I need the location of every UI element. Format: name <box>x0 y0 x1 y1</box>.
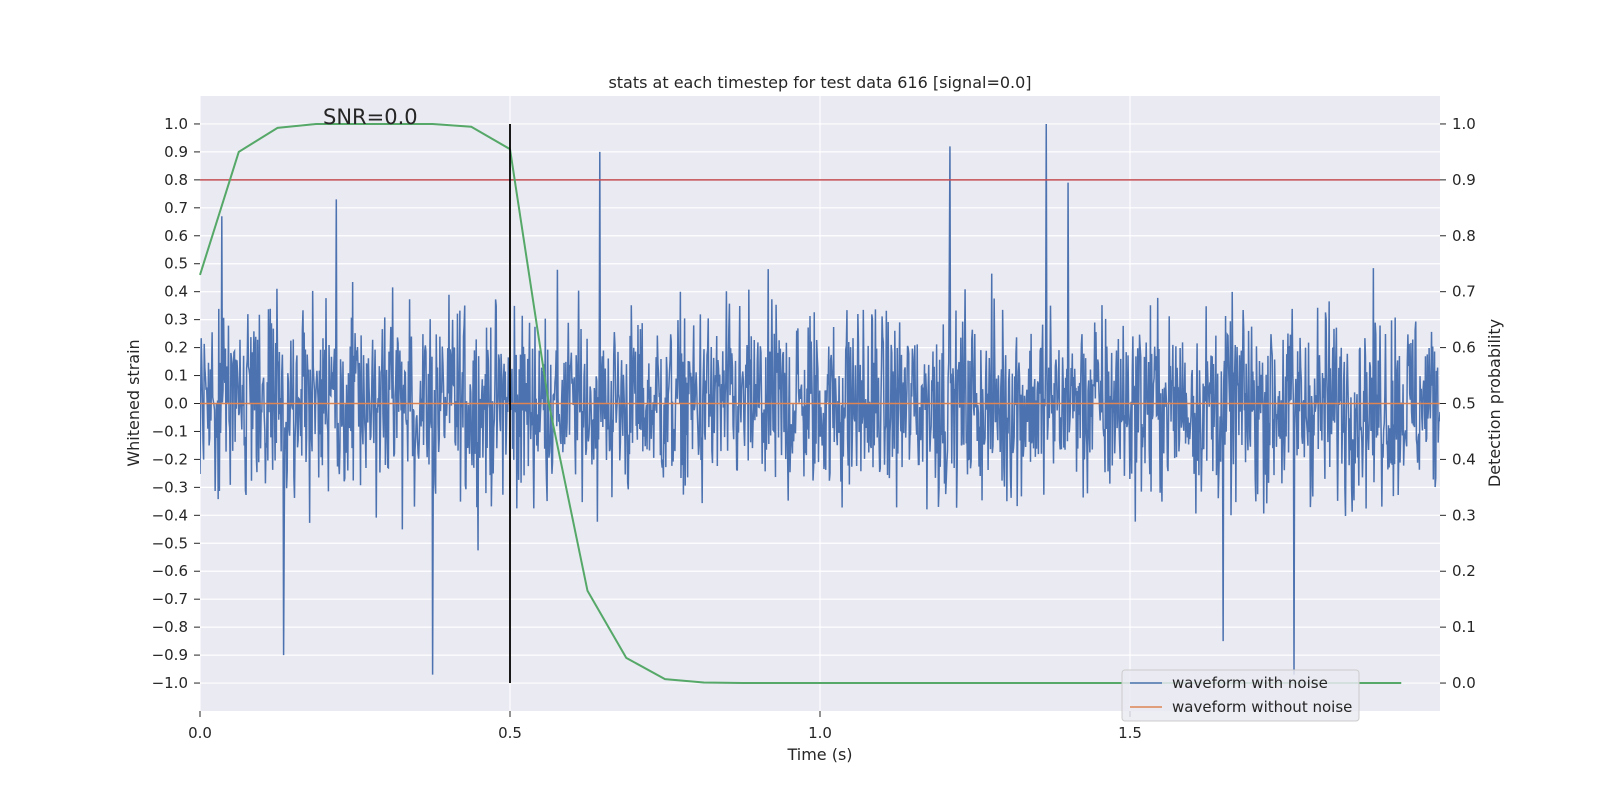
y-tick-label: 0.5 <box>164 255 188 273</box>
y-tick-label: 0.0 <box>164 395 188 413</box>
y-tick-label: 0.7 <box>164 199 188 217</box>
y-tick-label: 0.1 <box>164 367 188 385</box>
x-axis-label: Time (s) <box>786 745 852 764</box>
y-tick-label: −0.7 <box>152 590 188 608</box>
y2-tick-label: 0.8 <box>1452 227 1476 245</box>
y-tick-label: 0.2 <box>164 339 188 357</box>
y2-tick-label: 0.4 <box>1452 450 1476 468</box>
legend-label-with-noise: waveform with noise <box>1172 674 1328 692</box>
y-tick-label: −0.5 <box>152 534 188 552</box>
x-tick-label: 1.5 <box>1118 724 1142 742</box>
series-waveform-with-noise <box>200 123 1440 675</box>
y-tick-label: 0.3 <box>164 311 188 329</box>
chart-title: stats at each timestep for test data 616… <box>608 73 1031 92</box>
y-tick-label: −0.9 <box>152 646 188 664</box>
series-detection-probability <box>199 122 1402 685</box>
y-tick-label: −0.6 <box>152 562 188 580</box>
snr-annotation: SNR=0.0 <box>323 105 418 129</box>
y-tick-label: −0.4 <box>152 506 188 524</box>
x-tick-label: 0.0 <box>188 724 212 742</box>
legend-box <box>1121 669 1360 722</box>
y2-tick-label: 1.0 <box>1452 115 1476 133</box>
y2-tick-label: 0.0 <box>1452 674 1476 692</box>
legend: waveform with noise waveform without noi… <box>1121 669 1360 722</box>
y2-tick-label: 0.5 <box>1452 395 1476 413</box>
detection-probability-line <box>199 122 1402 685</box>
y-tick-label: −0.8 <box>152 618 188 636</box>
y-tick-label: −0.2 <box>152 450 188 468</box>
y-tick-label: −1.0 <box>152 674 188 692</box>
y-tick-label: 0.4 <box>164 283 188 301</box>
y-tick-label: −0.1 <box>152 422 188 440</box>
tick-labels: 1.0 0.9 0.8 0.7 0.6 0.5 0.4 0.3 0.2 0.1 0.0 −0.1 −0.… <box>152 115 1476 742</box>
legend-label-without-noise: waveform without noise <box>1172 698 1352 716</box>
y2-tick-label: 0.9 <box>1452 171 1476 189</box>
y2-axis-label: Detection probability <box>1485 319 1504 487</box>
y2-tick-label: 0.3 <box>1452 506 1476 524</box>
y-tick-label: 0.9 <box>164 143 188 161</box>
y2-tick-label: 0.7 <box>1452 283 1476 301</box>
y-tick-label: 0.8 <box>164 171 188 189</box>
y-tick-label: −0.3 <box>152 478 188 496</box>
waveform-with-noise-line <box>200 123 1440 675</box>
y2-tick-label: 0.2 <box>1452 562 1476 580</box>
y2-tick-label: 0.6 <box>1452 339 1476 357</box>
y-axis-label: Whitened strain <box>124 339 143 466</box>
x-tick-label: 0.5 <box>498 724 522 742</box>
y-tick-label: 1.0 <box>164 115 188 133</box>
y2-tick-label: 0.1 <box>1452 618 1476 636</box>
y-tick-label: 0.6 <box>164 227 188 245</box>
x-tick-label: 1.0 <box>808 724 832 742</box>
